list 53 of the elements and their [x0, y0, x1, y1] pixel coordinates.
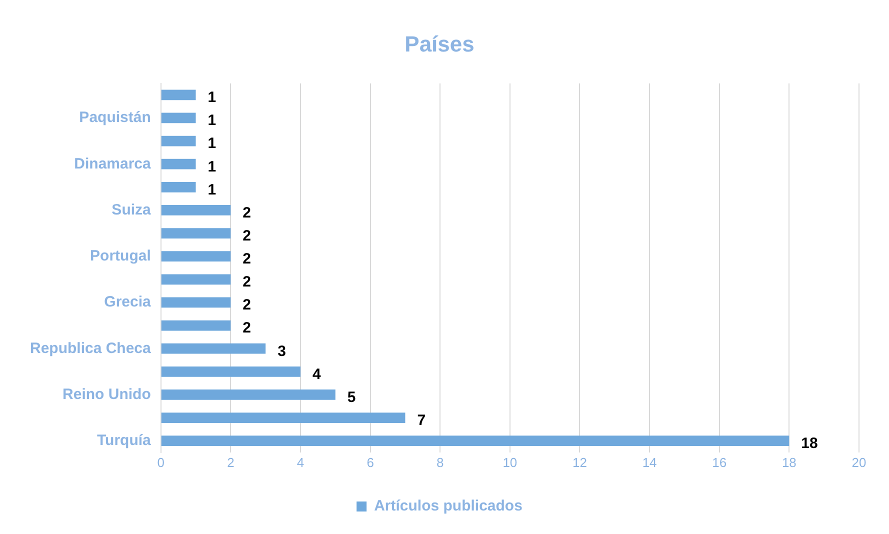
- x-tick-label: 12: [572, 454, 587, 470]
- bar: [161, 436, 790, 446]
- bar: [161, 158, 196, 170]
- data-label: 4: [312, 366, 322, 383]
- x-tick-label: 8: [436, 454, 444, 470]
- y-tick-label: Grecia: [104, 294, 152, 311]
- y-tick-label: Portugal: [90, 248, 151, 265]
- data-label: 1: [208, 112, 216, 130]
- bar: [161, 251, 231, 262]
- data-label: 1: [208, 158, 216, 176]
- legend-label: Artículos publicados: [374, 498, 522, 515]
- data-label: 1: [208, 89, 216, 106]
- y-tick-label: Paquistán: [79, 109, 151, 126]
- data-label: 2: [242, 204, 252, 222]
- x-tick-label: 18: [782, 454, 796, 470]
- bar: [161, 228, 231, 238]
- x-tick-label: 6: [366, 454, 374, 470]
- y-tick-label: Turquía: [96, 432, 152, 450]
- data-label: 2: [242, 274, 252, 291]
- chart-title: Países: [404, 31, 474, 56]
- data-label: 2: [242, 227, 252, 244]
- x-tick-label: 2: [227, 454, 234, 470]
- x-tick-label: 16: [712, 454, 727, 470]
- bar: [161, 90, 196, 100]
- x-tick-label: 4: [296, 454, 304, 470]
- y-tick-label: Dinamarca: [74, 155, 152, 172]
- bar: [161, 205, 231, 216]
- y-tick-label: Republica Checa: [30, 340, 152, 357]
- bar: [161, 343, 266, 354]
- y-tick-label: Reino Unido: [62, 386, 151, 403]
- data-label: 2: [242, 296, 252, 314]
- data-label: 1: [208, 135, 216, 152]
- bar: [161, 320, 231, 331]
- x-tick-label: 14: [642, 454, 657, 470]
- bar: [161, 136, 196, 146]
- data-label: 3: [278, 342, 286, 360]
- data-label: 2: [242, 320, 252, 337]
- data-label: 2: [242, 250, 252, 268]
- bar: [161, 390, 336, 400]
- data-label: 7: [417, 412, 426, 429]
- data-label: 1: [208, 181, 216, 198]
- bar: [161, 274, 231, 285]
- bar: [161, 182, 196, 192]
- y-tick-label: Suiza: [112, 201, 152, 218]
- x-tick-label: 20: [852, 454, 866, 470]
- bar: [161, 112, 196, 124]
- data-label: 5: [347, 388, 356, 406]
- x-tick-label: 10: [502, 454, 518, 470]
- x-tick-label: 0: [157, 454, 164, 470]
- data-label: 18: [801, 435, 818, 452]
- bar: [161, 366, 300, 377]
- bar: [161, 297, 231, 308]
- bar: [161, 412, 406, 423]
